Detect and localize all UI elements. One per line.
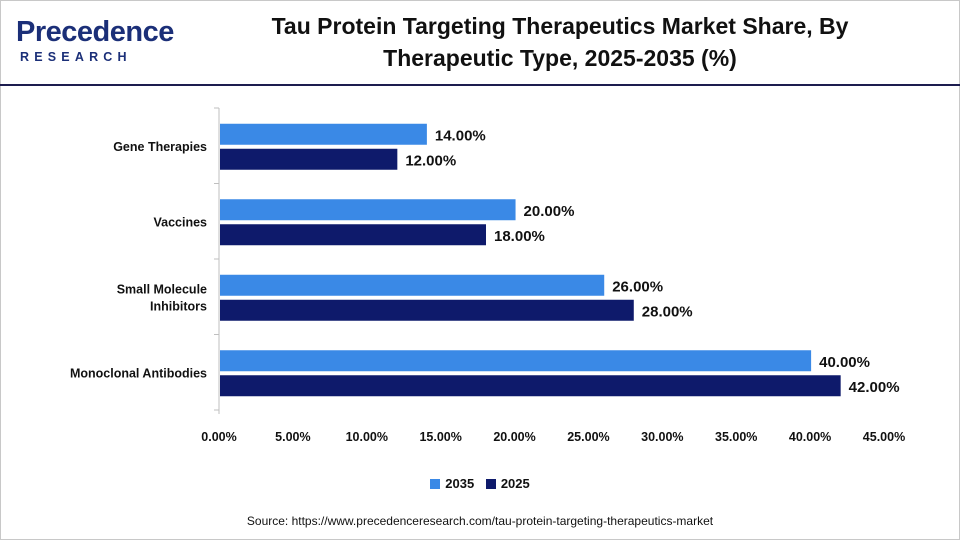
bar-2035-2 [220, 274, 605, 296]
chart-title: Tau Protein Targeting Therapeutics Marke… [200, 10, 920, 74]
category-label-2: Inhibitors [150, 299, 207, 313]
bar-2025-3 [220, 375, 841, 397]
header-divider [0, 84, 960, 86]
source-note: Source: https://www.precedenceresearch.c… [246, 514, 714, 528]
x-tick-label: 20.00% [493, 430, 535, 444]
data-label-2025-0: 12.00% [405, 152, 456, 169]
x-tick-label: 0.00% [201, 430, 236, 444]
chart-title-line-2: Therapeutic Type, 2025-2035 (%) [383, 45, 737, 71]
data-label-2025-2: 28.00% [642, 303, 693, 320]
precedence-research-logo: Precedence RESEARCH [16, 14, 174, 64]
x-tick-label: 45.00% [863, 430, 905, 444]
x-tick-label: 35.00% [715, 430, 757, 444]
legend-item-2025: 2025 [485, 476, 530, 491]
logo-wordmark: Precedence [16, 16, 174, 48]
category-label-3: Monoclonal Antibodies [70, 366, 207, 380]
chart-legend: 2035 2025 [0, 476, 960, 492]
category-label-0: Gene Therapies [113, 140, 207, 154]
bar-2025-2 [220, 299, 634, 321]
bar-2035-0 [220, 123, 427, 145]
data-label-2035-1: 20.00% [524, 203, 575, 220]
bar-2025-1 [220, 224, 486, 246]
header: Precedence RESEARCH Tau Protein Targetin… [0, 0, 960, 84]
x-tick-label: 10.00% [346, 430, 388, 444]
legend-label-2035: 2035 [445, 476, 475, 491]
bar-2025-0 [220, 148, 398, 170]
data-label-2025-3: 42.00% [849, 379, 900, 396]
x-tick-label: 15.00% [419, 430, 461, 444]
legend-label-2025: 2025 [500, 476, 530, 491]
x-tick-label: 25.00% [567, 430, 609, 444]
x-tick-label: 40.00% [789, 430, 831, 444]
legend-item-2035: 2035 [430, 476, 474, 491]
legend-swatch-2025 [485, 478, 496, 489]
data-label-2035-2: 26.00% [612, 278, 663, 295]
bar-2035-3 [220, 350, 812, 372]
logo-subtitle: RESEARCH [20, 50, 132, 64]
bar-2035-1 [220, 199, 516, 221]
category-label-2: Small Molecule [117, 282, 207, 296]
data-label-2035-3: 40.00% [819, 354, 870, 371]
x-tick-label: 30.00% [641, 430, 683, 444]
chart-title-line-1: Tau Protein Targeting Therapeutics Marke… [271, 13, 849, 39]
x-tick-label: 5.00% [275, 430, 310, 444]
data-label-2035-0: 14.00% [435, 127, 486, 144]
category-label-1: Vaccines [153, 215, 207, 229]
data-label-2025-1: 18.00% [494, 228, 545, 245]
legend-swatch-2035 [430, 478, 441, 489]
